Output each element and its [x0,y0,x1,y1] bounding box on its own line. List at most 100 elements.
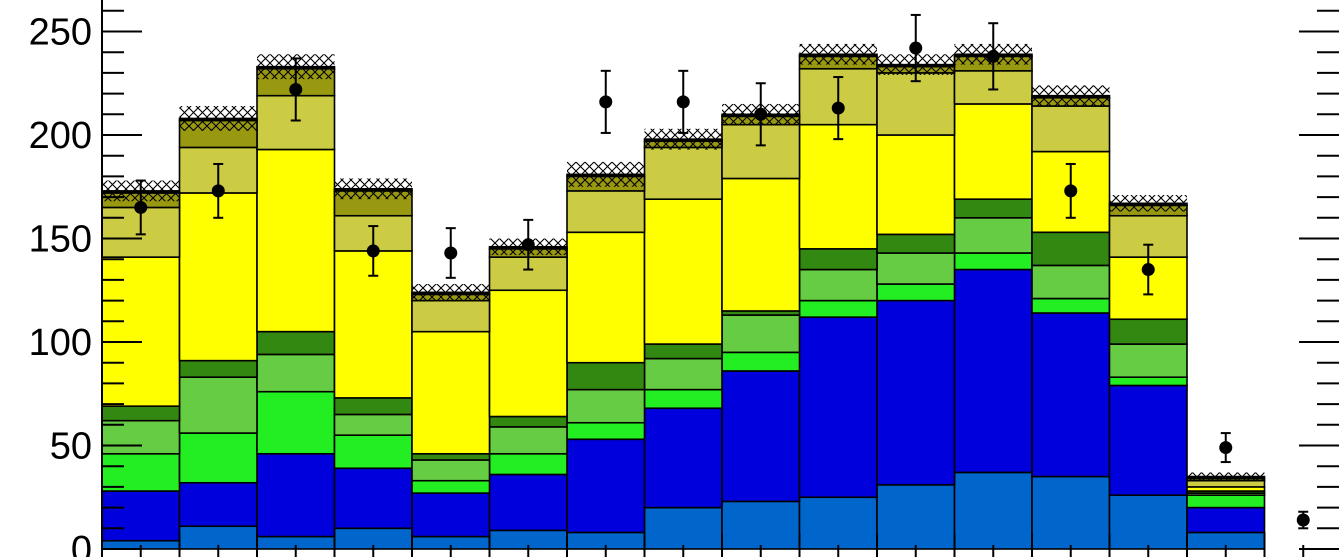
bar-segment-s0-b8 [721,500,801,550]
bar-segment-s3-b2 [256,353,336,393]
bar-segment-s5-b4 [411,330,491,455]
data-point-2 [289,82,303,96]
bar-segment-s4-b4 [411,452,491,461]
bar-segment-s3-b8 [721,314,801,354]
bar-segment-s2-b3 [333,434,413,470]
data-point-13 [1141,263,1155,277]
bar-segment-s2-b4 [411,479,491,494]
bar-segment-s3-b3 [333,413,413,436]
bar-segment-s2-b10 [876,283,956,302]
bar-segment-s2-b13 [1108,376,1188,387]
data-point-3 [366,244,380,258]
bar-segment-s2-b0 [101,452,181,492]
uncertainty-band-b3 [334,178,412,200]
axes: 0 50 100 150 200 250 [29,0,1339,557]
bar-segment-s2-b12 [1031,297,1111,314]
bar-segment-s1-b4 [411,492,491,538]
bar-segment-s3-b13 [1108,343,1188,378]
bar-segment-s3-b6 [566,388,646,424]
bar-segment-s0-b13 [1108,494,1188,550]
bar-segment-s6-b12 [1031,105,1111,153]
bar-segment-s1-b10 [876,299,956,486]
data-point-1 [211,184,225,198]
bar-segment-s5-b7 [643,198,723,345]
bar-segment-s0-b11 [953,471,1033,550]
bar-segment-s3-b11 [953,217,1033,254]
bar-segment-s2-b14 [1186,494,1266,509]
bar-segment-s4-b2 [256,330,336,356]
bar-segment-s1-b9 [798,316,878,499]
bar-segment-s1-b8 [721,370,801,503]
data-point-14 [1219,441,1233,455]
bar-segment-s5-b8 [721,177,801,312]
bar-segment-s4-b13 [1108,318,1188,345]
bar-segment-s2-b2 [256,390,336,455]
bar-segment-s0-b9 [798,496,878,550]
bar-segment-s1-b1 [178,481,258,528]
bar-segment-s6-b4 [411,299,491,333]
bar-segment-s4-b3 [333,397,413,416]
bar-segment-s4-b0 [101,405,181,422]
data-point-12 [1064,184,1078,198]
bar-segment-s1-b3 [333,467,413,530]
bar-segment-s0-b12 [1031,475,1111,550]
uncertainty-band-b13 [1109,195,1187,212]
bar-segment-s6-b10 [876,72,956,136]
bar-segment-s3-b9 [798,268,878,302]
y-tick-label-50: 50 [50,426,92,468]
uncertainty-band-b12 [1032,85,1110,107]
bar-segment-s5-b9 [798,123,878,250]
bar-segment-s1-b14 [1186,506,1266,534]
data-point-0 [134,200,148,214]
uncertainty-band-b1 [179,106,257,131]
bar-segment-s3-b5 [488,426,568,455]
data-point-6 [599,95,613,109]
bar-segment-s2-b1 [178,432,258,484]
uncertainty-band-b9 [799,43,877,65]
bar-segment-s2-b6 [566,421,646,441]
data-point-11 [986,49,1000,63]
bar-segment-s1-b2 [256,452,336,538]
bar-segment-s2-b7 [643,388,723,410]
bar-segment-s4-b12 [1031,231,1111,267]
bar-segment-s4-b5 [488,415,568,428]
y-tick-label-250: 250 [29,12,92,54]
uncertainty-band-b6 [567,161,645,187]
uncertainty-band-b14 [1187,472,1265,481]
bar-segment-s1-b11 [953,268,1033,474]
bar-segment-s4-b10 [876,233,956,254]
data-point-9 [831,101,845,115]
bar-segment-s4-b7 [643,343,723,360]
y-tick-label-150: 150 [29,219,92,261]
bar-segment-s4-b1 [178,359,258,378]
uncertainty-band-b7 [644,128,722,150]
bar-segment-s1-b7 [643,407,723,509]
bar-segment-s4-b9 [798,248,878,271]
bar-segment-s6-b14 [1186,479,1266,488]
bar-segment-s1-b6 [566,438,646,534]
bar-segment-s5-b10 [876,134,956,236]
bar-segment-s5-b1 [178,192,258,362]
bar-segment-s2-b11 [953,252,1033,271]
bar-segment-s4-b11 [953,198,1033,219]
data-point-15 [1296,513,1310,527]
data-points [134,13,1310,530]
bar-segment-s2-b8 [721,351,801,372]
bar-segment-s2-b9 [798,299,878,318]
uncertainty-band-b4 [412,284,490,301]
bar-segment-s2-b5 [488,452,568,476]
y-tick-label-100: 100 [29,322,92,364]
y-tick-label-0: 0 [71,529,92,557]
data-point-8 [754,107,768,121]
bar-segment-s3-b12 [1031,264,1111,300]
bar-segment-s3-b4 [411,459,491,482]
bar-segment-s4-b6 [566,361,646,391]
bar-segment-s5-b5 [488,289,568,418]
bar-segment-s5-b6 [566,231,646,364]
bar-segment-s3-b7 [643,357,723,391]
bar-segment-s5-b2 [256,148,336,333]
data-point-4 [444,246,458,260]
data-point-5 [521,238,535,252]
bar-segment-s1-b13 [1108,384,1188,496]
